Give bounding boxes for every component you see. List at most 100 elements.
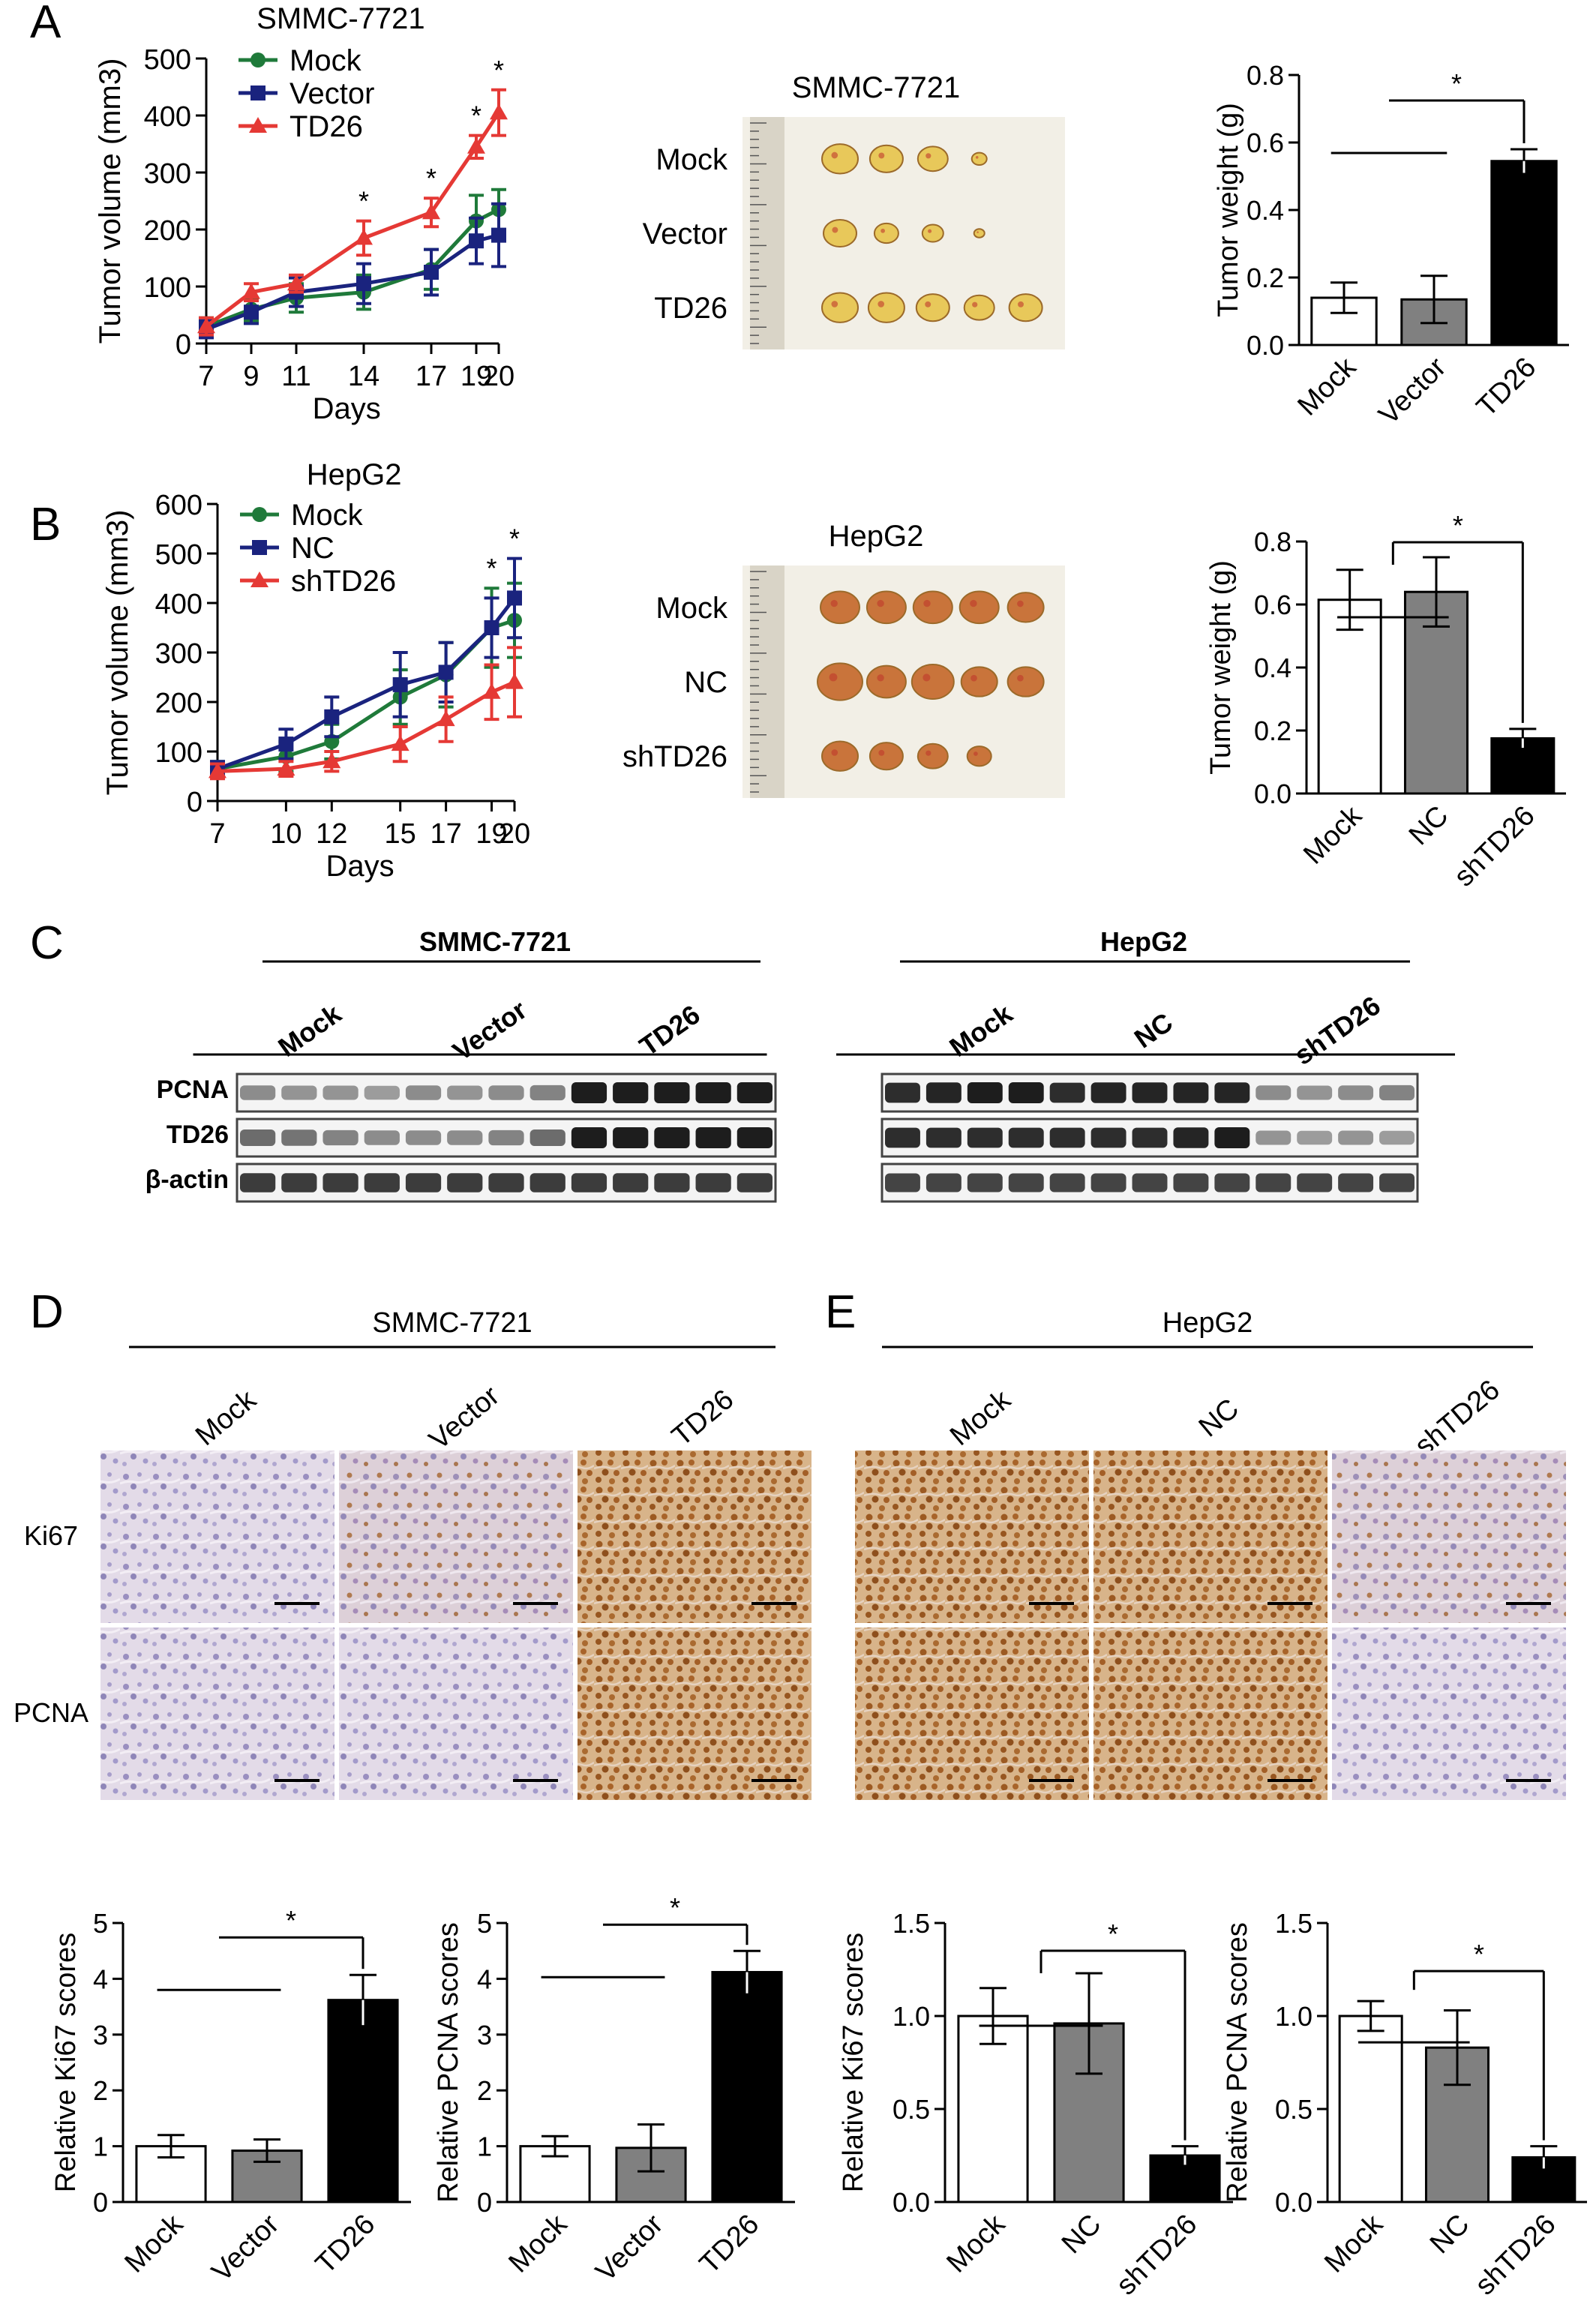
blot-band <box>364 1085 400 1100</box>
blot-band <box>1173 1127 1209 1148</box>
blot-row-label: TD26 <box>166 1120 229 1149</box>
legend-entry: TD26 <box>290 110 363 143</box>
tumor-spot <box>878 301 885 308</box>
y-tick-label: 4 <box>93 1964 108 1994</box>
y-tick-label: 0.0 <box>1275 2187 1312 2218</box>
legend-entry: NC <box>291 532 334 565</box>
blot-band <box>1297 1085 1333 1100</box>
tumor <box>821 143 859 175</box>
series-line <box>217 596 516 771</box>
x-tick-label: 17 <box>430 818 461 850</box>
y-tick-label: 5 <box>93 1908 108 1939</box>
x-category-label: Mock <box>940 2208 1012 2279</box>
y-tick-label: 1.0 <box>892 2001 930 2032</box>
x-tick-label: 11 <box>281 361 310 392</box>
blot-band <box>405 1173 442 1192</box>
ihc-cell-line: HepG2 <box>1162 1307 1252 1339</box>
y-tick-label: 0 <box>477 2187 492 2218</box>
y-tick-label: 0.2 <box>1246 262 1284 293</box>
tumor <box>821 292 859 323</box>
ihc-panel-E: HepG2 Mock NC shTD26 <box>855 1307 1566 1800</box>
y-tick-label: 1.5 <box>1275 1908 1312 1939</box>
x-axis-label: Days <box>313 392 381 425</box>
blot-band <box>1173 1173 1209 1192</box>
panel-letter-D: D <box>30 1286 64 1338</box>
tumor-spot <box>926 750 932 756</box>
bar-TD26 <box>327 1999 399 2204</box>
ihc-image <box>100 1450 334 1623</box>
blot-band <box>1008 1173 1044 1192</box>
photo-title: HepG2 <box>829 520 924 553</box>
chart-B-weight: 0.0 0.2 0.4 0.6 0.8 Tumor weight (g) Mock NCshT… <box>1205 510 1566 892</box>
blot-band <box>1256 1130 1292 1145</box>
significance-star: * <box>1108 1918 1118 1949</box>
blot-cell-line: HepG2 <box>1100 926 1187 957</box>
blot-band <box>695 1082 731 1103</box>
y-tick-label: 200 <box>155 688 202 719</box>
y-tick-label: 1 <box>93 2132 108 2162</box>
y-tick-label: 4 <box>477 1964 492 1994</box>
tumor <box>866 590 907 625</box>
blot-band <box>1256 1085 1292 1100</box>
tumor-spot <box>878 152 885 159</box>
tumor-spot <box>878 749 885 756</box>
blot-band <box>405 1130 442 1145</box>
y-tick-label: 300 <box>144 158 191 190</box>
x-category-label: Mock <box>1298 800 1369 871</box>
blot-band <box>885 1127 920 1148</box>
tumor-photo-B: HepG2 Mock NC shTD26 <box>622 520 1065 798</box>
y-tick-label: 3 <box>93 2020 108 2050</box>
tumor <box>1006 592 1045 623</box>
blot-condition: Mock <box>272 998 347 1063</box>
x-tick-label: 17 <box>416 361 447 392</box>
y-tick-label: 0.6 <box>1254 590 1292 620</box>
panel-letter-E: E <box>825 1286 856 1338</box>
tumor-spot <box>970 674 977 682</box>
blot-band <box>322 1085 358 1100</box>
blot-band <box>240 1173 276 1192</box>
y-axis-label: Relative PCNA scores <box>433 1922 464 2203</box>
tumor <box>912 590 953 625</box>
blot-band <box>281 1130 317 1146</box>
blot-band <box>1214 1127 1250 1148</box>
y-tick-label: 0.5 <box>892 2094 930 2125</box>
x-tick-label: 9 <box>243 361 259 392</box>
blot-band <box>1379 1130 1414 1145</box>
blot-band <box>1214 1082 1250 1103</box>
tumor-spot <box>1017 674 1024 682</box>
blot-band <box>1338 1173 1374 1192</box>
series-line <box>217 618 515 771</box>
x-tick-label: 15 <box>385 818 416 850</box>
ihc-image <box>855 1628 1089 1800</box>
square-marker <box>507 590 522 606</box>
y-tick-label: 400 <box>144 101 191 133</box>
y-tick-label: 100 <box>155 737 202 769</box>
y-tick-label: 0.0 <box>1254 778 1292 809</box>
square-marker <box>424 265 439 280</box>
blot-band <box>488 1085 524 1100</box>
blot-band <box>1008 1127 1044 1148</box>
triangle-marker <box>506 673 524 689</box>
y-tick-label: 3 <box>477 2020 492 2050</box>
x-tick-label: 20 <box>499 818 530 850</box>
blot-band <box>364 1130 400 1145</box>
x-tick-label: 20 <box>483 361 514 392</box>
tumor <box>821 740 859 772</box>
legend-entry: shTD26 <box>291 565 396 598</box>
y-tick-label: 400 <box>155 589 202 620</box>
panel-letter-C: C <box>30 917 64 969</box>
tumor-spot <box>877 599 884 608</box>
blot-row-label: β-actin <box>146 1166 229 1194</box>
blot-band <box>1297 1173 1333 1192</box>
blot-band <box>1173 1082 1209 1103</box>
y-tick-label: 0.8 <box>1246 60 1284 91</box>
tumor-spot <box>926 153 932 159</box>
blot-band <box>281 1173 317 1192</box>
blot-band <box>322 1173 358 1192</box>
x-tick-label: 12 <box>316 818 347 850</box>
y-axis-label: Relative Ki67 scores <box>838 1933 869 2192</box>
blot-band <box>736 1082 772 1103</box>
significance-star: * <box>487 553 497 584</box>
significance-star: * <box>286 1905 296 1936</box>
blot-band <box>613 1127 649 1148</box>
